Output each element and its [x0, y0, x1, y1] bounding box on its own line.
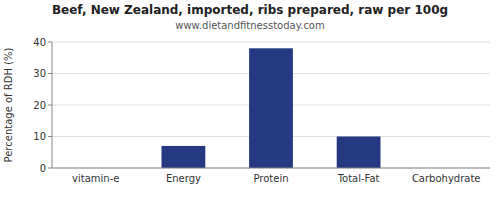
y-axis-label: Percentage of RDH (%)	[3, 47, 14, 162]
subtitle: www.dietandfitnesstoday.com	[175, 20, 324, 31]
x-tick-label: Carbohydrate	[412, 173, 481, 184]
y-axis: 0 10 20 30 40	[33, 37, 490, 174]
bars	[162, 48, 381, 168]
y-tick-label: 30	[33, 68, 46, 79]
x-axis-line	[52, 168, 490, 169]
grid-line	[52, 168, 490, 169]
chart-svg: Beef, New Zealand, imported, ribs prepar…	[0, 0, 500, 200]
grid-line	[52, 42, 490, 43]
y-tick-label: 20	[33, 100, 46, 111]
x-tick-label: Energy	[166, 173, 201, 184]
y-tick	[48, 73, 52, 74]
y-tick	[48, 42, 52, 43]
y-tick-label: 40	[33, 37, 46, 48]
bar	[162, 146, 206, 168]
y-tick	[48, 105, 52, 106]
x-tick-label: Total-Fat	[337, 173, 380, 184]
x-axis: vitamin-e Energy Protein Total-Fat Carbohydr…	[52, 42, 490, 184]
y-tick	[48, 168, 52, 169]
bar	[337, 137, 381, 169]
bar	[249, 48, 293, 168]
y-axis-line	[52, 42, 53, 168]
y-tick	[48, 136, 52, 137]
y-tick-label: 10	[33, 131, 46, 142]
x-tick-label: Protein	[253, 173, 288, 184]
chart-container: Beef, New Zealand, imported, ribs prepar…	[0, 0, 500, 200]
x-tick-label: vitamin-e	[72, 173, 119, 184]
title: Beef, New Zealand, imported, ribs prepar…	[52, 3, 448, 17]
y-tick-label: 0	[40, 163, 46, 174]
